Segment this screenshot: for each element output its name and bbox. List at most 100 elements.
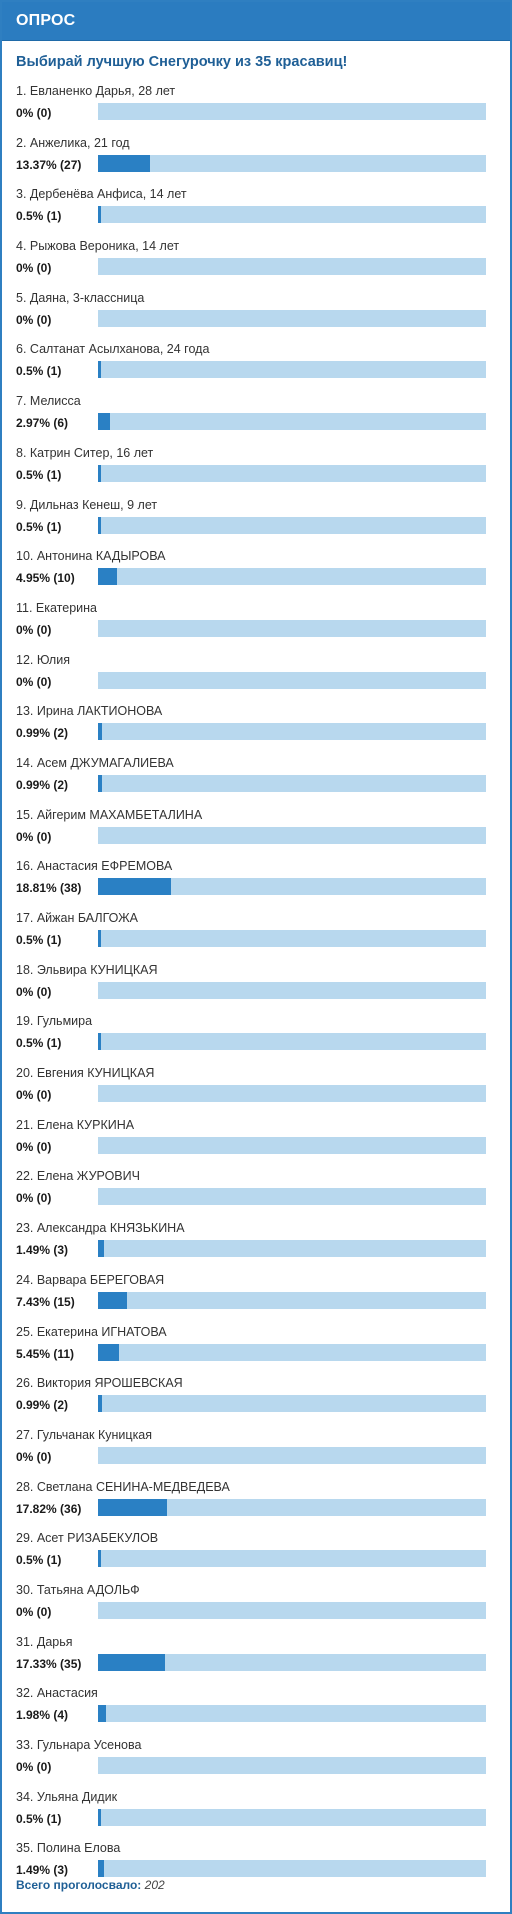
poll-option-bar[interactable] <box>98 878 486 896</box>
poll-option: 29. Асет РИЗАБЕКУЛОВ 0.5% (1) <box>2 1523 510 1575</box>
poll-option-label: 7. Мелисса <box>16 394 81 409</box>
poll-option-label: 6. Салтанат Асылханова, 24 года <box>16 342 210 357</box>
poll-option: 33. Гульнара Усенова 0% (0) <box>2 1730 510 1782</box>
poll-option-bar[interactable] <box>98 1033 486 1051</box>
poll-option-bar[interactable] <box>98 1498 486 1516</box>
poll-option-bar[interactable] <box>98 1705 486 1723</box>
poll-option-bar[interactable] <box>98 981 486 999</box>
poll-option-label: 27. Гульчанак Куницкая <box>16 1427 153 1442</box>
poll-option-bar[interactable] <box>98 1446 486 1464</box>
poll-option-bar[interactable] <box>98 1860 486 1878</box>
poll-option-bar[interactable] <box>98 1395 486 1413</box>
poll-option-result: 0.5% (1) <box>16 1553 62 1568</box>
poll-option-result: 5.45% (11) <box>16 1346 75 1361</box>
poll-options-list: 1. Евланенко Дарья, 28 лет 0% (0) 2. Анжел… <box>2 74 510 1885</box>
poll-option: 19. Гульмира 0.5% (1) <box>2 1006 510 1058</box>
poll-option-result: 0.99% (2) <box>16 1398 69 1413</box>
poll-option-bar[interactable] <box>98 1136 486 1154</box>
poll-option-bar-fill <box>98 413 110 431</box>
poll-option: 6. Салтанат Асылханова, 24 года 0.5% (1) <box>2 334 510 386</box>
poll-option-bar-fill <box>98 568 118 586</box>
poll-option-bar[interactable] <box>98 206 486 224</box>
poll-option-bar[interactable] <box>98 1343 486 1361</box>
poll-option-bar[interactable] <box>98 1601 486 1619</box>
poll-option: 17. Айжан БАЛГОЖА 0.5% (1) <box>2 903 510 955</box>
poll-option-label: 26. Виктория ЯРОШЕВСКАЯ <box>16 1376 183 1391</box>
poll-option-bar-fill <box>98 206 102 224</box>
poll-option: 10. Антонина КАДЫРОВА 4.95% (10) <box>2 541 510 593</box>
poll-option: 35. Полина Елова 1.49% (3) <box>2 1833 510 1885</box>
widget-header: ОПРОС <box>2 2 510 41</box>
poll-option-bar[interactable] <box>98 1757 486 1774</box>
poll-option-result: 0.5% (1) <box>16 1036 62 1051</box>
poll-option-bar-fill <box>98 774 102 792</box>
poll-option-result: 1.49% (3) <box>16 1863 69 1878</box>
poll-option-bar[interactable] <box>98 1240 486 1258</box>
poll-option-bar[interactable] <box>98 619 486 637</box>
poll-option: 20. Евгения КУНИЦКАЯ 0% (0) <box>2 1058 510 1110</box>
poll-option: 21. Елена КУРКИНА 0% (0) <box>2 1110 510 1162</box>
poll-option-result: 0% (0) <box>16 622 52 637</box>
poll-option-bar[interactable] <box>98 413 486 431</box>
poll-option-bar[interactable] <box>98 568 486 586</box>
poll-option: 4. Рыжова Вероника, 14 лет 0% (0) <box>2 231 510 283</box>
poll-option-bar[interactable] <box>98 826 486 844</box>
poll-option: 27. Гульчанак Куницкая 0% (0) <box>2 1420 510 1472</box>
poll-option-label: 28. Светлана СЕНИНА-МЕДВЕДЕВА <box>16 1479 230 1494</box>
poll-option: 30. Татьяна АДОЛЬФ 0% (0) <box>2 1575 510 1627</box>
poll-option-bar[interactable] <box>98 1550 486 1568</box>
poll-option-bar-fill <box>98 516 102 534</box>
poll-option-label: 1. Евланенко Дарья, 28 лет <box>16 84 176 98</box>
poll-option-result: 0.5% (1) <box>16 467 62 482</box>
poll-option-bar[interactable] <box>98 1808 486 1826</box>
poll-option: 15. Айгерим МАХАМБЕТАЛИНА 0% (0) <box>2 800 510 852</box>
poll-option-label: 32. Анастасия <box>16 1686 98 1701</box>
poll-option-result: 0% (0) <box>16 1604 52 1619</box>
poll-option-bar[interactable] <box>98 1085 486 1103</box>
widget-title: ОПРОС <box>16 12 76 29</box>
poll-option-label: 17. Айжан БАЛГОЖА <box>16 911 138 925</box>
poll-option: 9. Дильназ Кенеш, 9 лет 0.5% (1) <box>2 490 510 542</box>
poll-option-result: 1.49% (3) <box>16 1243 69 1258</box>
poll-option-result: 0.5% (1) <box>16 519 62 534</box>
poll-option-bar[interactable] <box>98 516 486 534</box>
poll-option-bar[interactable] <box>98 1291 486 1309</box>
poll-option-bar[interactable] <box>98 723 486 741</box>
poll-option-result: 1.98% (4) <box>16 1708 69 1723</box>
poll-option-bar[interactable] <box>98 361 486 379</box>
poll-option-bar[interactable] <box>98 774 486 792</box>
poll-option-result: 2.97% (6) <box>16 416 69 431</box>
poll-option: 23. Александра КНЯЗЬКИНА 1.49% (3) <box>2 1213 510 1265</box>
poll-option: 3. Дербенёва Анфиса, 14 лет 0.5% (1) <box>2 179 510 231</box>
poll-option-label: 30. Татьяна АДОЛЬФ <box>16 1582 140 1597</box>
poll-option: 31. Дарья 17.33% (35) <box>2 1627 510 1679</box>
poll-option-result: 0% (0) <box>16 261 52 276</box>
poll-option-label: 15. Айгерим МАХАМБЕТАЛИНА <box>16 807 203 822</box>
poll-option-label: 9. Дильназ Кенеш, 9 лет <box>16 497 158 512</box>
poll-option-bar-fill <box>98 361 102 379</box>
poll-option: 34. Ульяна Дидик 0.5% (1) <box>2 1782 510 1834</box>
poll-option-bar[interactable] <box>98 1188 486 1206</box>
poll-option-bar[interactable] <box>98 930 486 947</box>
poll-option: 7. Мелисса 2.97% (6) <box>2 386 510 438</box>
poll-option-bar[interactable] <box>98 671 486 689</box>
poll-option-bar[interactable] <box>98 154 486 172</box>
poll-option-result: 18.81% (38) <box>16 881 82 896</box>
poll-option-label: 2. Анжелика, 21 год <box>16 135 130 150</box>
poll-option-label: 8. Катрин Ситер, 16 лет <box>16 445 154 460</box>
poll-option-bar-fill <box>98 878 171 896</box>
poll-option-result: 0% (0) <box>16 829 52 844</box>
poll-option-bar[interactable] <box>98 103 486 120</box>
poll-option-bar[interactable] <box>98 1653 486 1671</box>
poll-option-bar-fill <box>98 1291 127 1309</box>
poll-option-label: 25. Екатерина ИГНАТОВА <box>16 1324 167 1339</box>
poll-option-label: 18. Эльвира КУНИЦКАЯ <box>16 962 158 977</box>
poll-option-bar[interactable] <box>98 309 486 327</box>
poll-option-bar[interactable] <box>98 258 486 276</box>
poll-option-result: 0% (0) <box>16 1088 52 1103</box>
poll-option: 24. Варвара БЕРЕГОВАЯ 7.43% (15) <box>2 1265 510 1317</box>
poll-option-result: 0.99% (2) <box>16 726 69 741</box>
poll-option-bar[interactable] <box>98 464 486 482</box>
poll-option-bar-fill <box>98 1395 102 1413</box>
